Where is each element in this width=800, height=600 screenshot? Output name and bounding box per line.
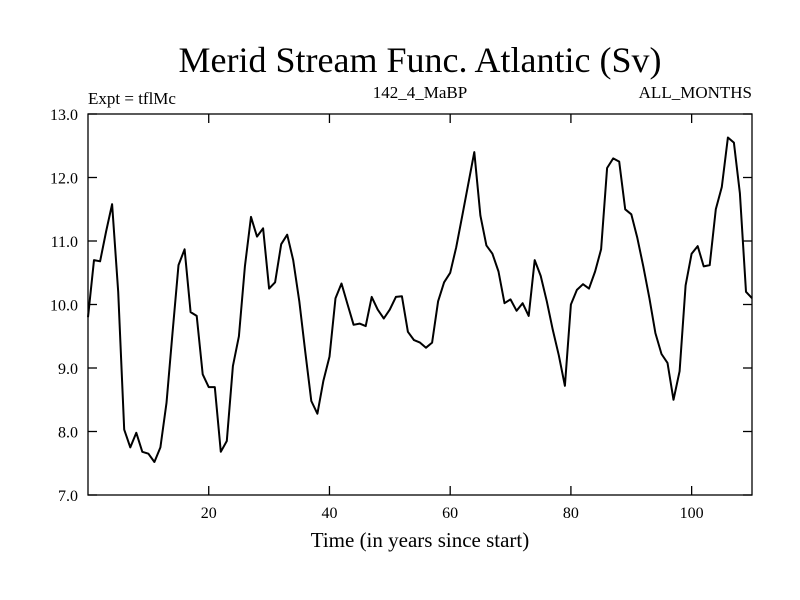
y-tick-label: 11.0 xyxy=(51,234,78,251)
x-tick-label: 40 xyxy=(321,505,337,522)
y-tick-label: 13.0 xyxy=(50,107,78,124)
series-line xyxy=(87,136,753,463)
plot-frame xyxy=(87,113,753,496)
subtitle-right: ALL_MONTHS xyxy=(639,83,752,102)
x-tick-label: 20 xyxy=(201,505,217,522)
y-axis: 7.0 8.0 9.0 10.0 11.0 12.0 13.0 xyxy=(50,107,752,505)
y-tick-label: 10.0 xyxy=(50,298,78,315)
y-tick-label: 12.0 xyxy=(50,171,78,188)
subtitle-center: 142_4_MaBP xyxy=(373,83,467,102)
x-tick-label: 100 xyxy=(680,505,704,522)
y-tick-label: 9.0 xyxy=(58,361,78,378)
chart-title: Merid Stream Func. Atlantic (Sv) xyxy=(179,40,662,80)
x-axis-label: Time (in years since start) xyxy=(311,528,530,552)
y-tick-label: 8.0 xyxy=(58,425,78,442)
x-tick-label: 80 xyxy=(563,505,579,522)
subtitle-left: Expt = tflMc xyxy=(88,89,176,108)
y-tick-label: 7.0 xyxy=(58,488,78,505)
x-axis: 20 40 60 80 100 xyxy=(201,114,704,522)
x-tick-label: 60 xyxy=(442,505,458,522)
